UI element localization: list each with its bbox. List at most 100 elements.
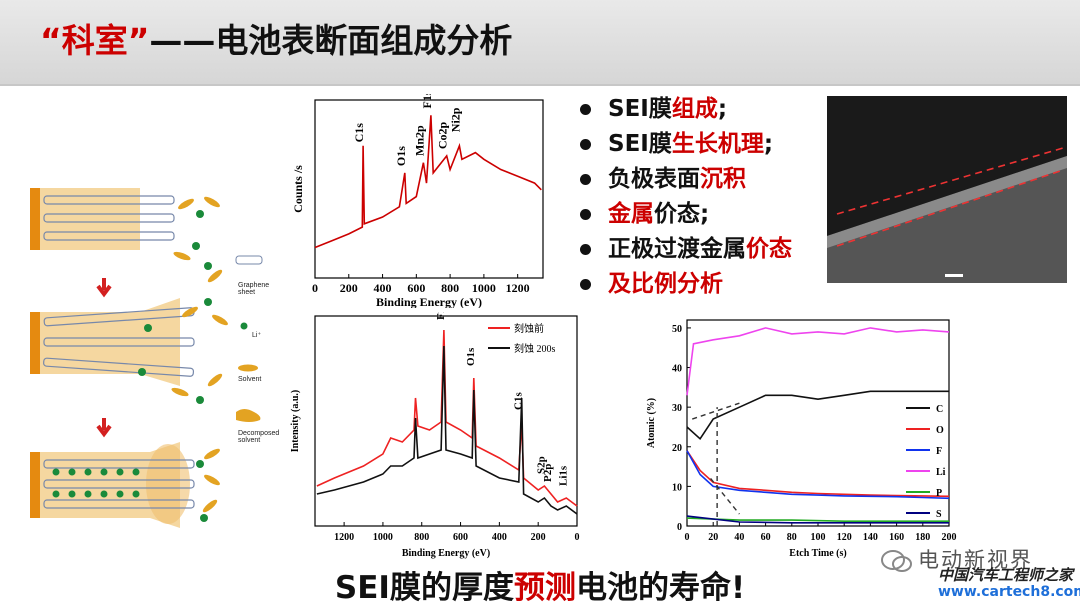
bullet-continuation: 及比例分析 bbox=[578, 267, 838, 302]
electrode-body bbox=[40, 298, 180, 386]
slide-title: “科室”——电池表断面组成分析 bbox=[40, 14, 512, 62]
current-collector bbox=[30, 312, 40, 374]
li-ion bbox=[204, 298, 212, 306]
series-line bbox=[316, 345, 578, 515]
x-tick-label: 160 bbox=[889, 532, 904, 543]
title-quote-close: ” bbox=[127, 21, 150, 60]
sei-growth-schematic bbox=[30, 188, 263, 528]
title-quote-open: “ bbox=[40, 21, 62, 60]
peak-label: Li1s bbox=[557, 465, 569, 486]
solvent bbox=[204, 474, 220, 486]
bullet-item: 正极过渡金属价态 bbox=[578, 232, 838, 267]
peak-label: Ni2p bbox=[448, 107, 462, 132]
x-tick-label: 1200 bbox=[506, 281, 530, 295]
y-tick-label: 40 bbox=[672, 364, 682, 375]
x-tick-label: 200 bbox=[340, 281, 358, 295]
series-line bbox=[686, 515, 949, 524]
peak-label: P2p bbox=[542, 464, 554, 482]
solvent bbox=[173, 251, 191, 261]
graphene-sheet bbox=[43, 213, 175, 223]
plot-frame bbox=[314, 315, 578, 527]
solvent bbox=[207, 373, 223, 387]
li-ion bbox=[196, 460, 204, 468]
trend-guide bbox=[710, 478, 740, 515]
bullet-item: SEI膜组成; bbox=[578, 92, 838, 127]
wechat-icon bbox=[881, 550, 912, 572]
legend-label: O bbox=[936, 425, 944, 436]
peak-label: S2p bbox=[535, 456, 547, 474]
decomposed-solvent bbox=[146, 444, 190, 524]
bullet-item: SEI膜生长机理; bbox=[578, 127, 838, 162]
x-tick-label: 200 bbox=[942, 532, 957, 543]
stage-3 bbox=[30, 442, 220, 528]
legend-label-graphene: Graphene sheet bbox=[238, 282, 270, 296]
current-collector bbox=[30, 452, 40, 518]
legend-label-decomposed: Decomposed solvent bbox=[238, 430, 280, 444]
watermark-url: www.cartech8.com bbox=[938, 584, 1080, 600]
graphene-sheet bbox=[43, 499, 195, 509]
li-legend-icon bbox=[240, 322, 248, 330]
solvent bbox=[178, 198, 194, 210]
x-axis-label: Etch Time (s) bbox=[789, 548, 846, 559]
x-tick-label: 80 bbox=[787, 532, 797, 543]
plot-frame bbox=[314, 99, 544, 279]
title-bar: “科室”——电池表断面组成分析 bbox=[0, 0, 1080, 86]
li-ion bbox=[116, 490, 124, 498]
legend-label: C bbox=[936, 404, 943, 415]
y-axis-label: Counts /s bbox=[291, 165, 305, 213]
y-tick-label: 10 bbox=[672, 482, 682, 493]
etch-depth-profile-chart: 0 20 40 60 80 100 120 140 160 180 200 0 10 20 30 40 50 Et… bbox=[646, 319, 957, 559]
scale-bar bbox=[945, 274, 963, 277]
x-tick-label: 1000 bbox=[373, 532, 393, 543]
bullet-item: 负极表面沉积 bbox=[578, 162, 838, 197]
peak-label: O1s bbox=[394, 146, 408, 166]
x-tick-label: 0 bbox=[685, 532, 690, 543]
peak-label: O1s bbox=[465, 347, 477, 366]
x-tick-label: 800 bbox=[414, 532, 429, 543]
solvent bbox=[212, 314, 228, 326]
li-ion bbox=[200, 514, 208, 522]
li-ion bbox=[52, 490, 60, 498]
solvent bbox=[182, 306, 198, 318]
legend-label-solvent: Solvent bbox=[238, 376, 262, 383]
x-tick-label: 0 bbox=[312, 281, 318, 295]
li-ion bbox=[84, 468, 92, 476]
x-axis-label: Binding Energy (eV) bbox=[402, 548, 490, 559]
solvent bbox=[204, 196, 220, 208]
x-tick-label: 20 bbox=[708, 532, 718, 543]
x-tick-label: 600 bbox=[407, 281, 425, 295]
li-ion bbox=[68, 490, 76, 498]
graphene-sheet bbox=[43, 337, 195, 347]
solvent bbox=[202, 499, 218, 513]
series-line bbox=[686, 327, 950, 396]
li-ion bbox=[68, 468, 76, 476]
li-ion bbox=[138, 368, 146, 376]
x-tick-label: 400 bbox=[492, 532, 507, 543]
x-tick-label: 1000 bbox=[472, 281, 496, 295]
series-line bbox=[686, 450, 950, 500]
electrode-body bbox=[40, 442, 180, 528]
legend-label: 刻蚀 200s bbox=[514, 342, 556, 355]
li-ion bbox=[196, 210, 204, 218]
graphene-sheet bbox=[43, 357, 195, 377]
x-tick-label: 140 bbox=[863, 532, 878, 543]
x-axis-label: Binding Energy (eV) bbox=[376, 295, 482, 308]
li-ion bbox=[116, 468, 124, 476]
xps-survey-chart: 0 200 400 600 800 1000 1200 C1s O1s Mn2p F1sCo2pNi… bbox=[291, 94, 544, 308]
sei-layer bbox=[827, 156, 1067, 248]
graphene-sheet bbox=[43, 231, 175, 241]
x-tick-label: 1200 bbox=[334, 532, 354, 543]
li-ion bbox=[100, 468, 108, 476]
li-ion bbox=[204, 262, 212, 270]
decomposed-solvent-legend-icon bbox=[236, 409, 261, 422]
y-tick-label: 20 bbox=[672, 443, 682, 454]
series-line bbox=[686, 390, 949, 441]
sei-bottom-boundary bbox=[836, 169, 1064, 247]
current-collector bbox=[30, 188, 40, 250]
x-tick-label: 100 bbox=[811, 532, 826, 543]
title-keyword: 科室 bbox=[61, 21, 128, 60]
schematic-legend bbox=[235, 255, 263, 422]
sei-top-boundary bbox=[836, 147, 1064, 215]
stage-1 bbox=[30, 188, 223, 283]
watermark-brand: 电动新视界 bbox=[918, 548, 1033, 572]
